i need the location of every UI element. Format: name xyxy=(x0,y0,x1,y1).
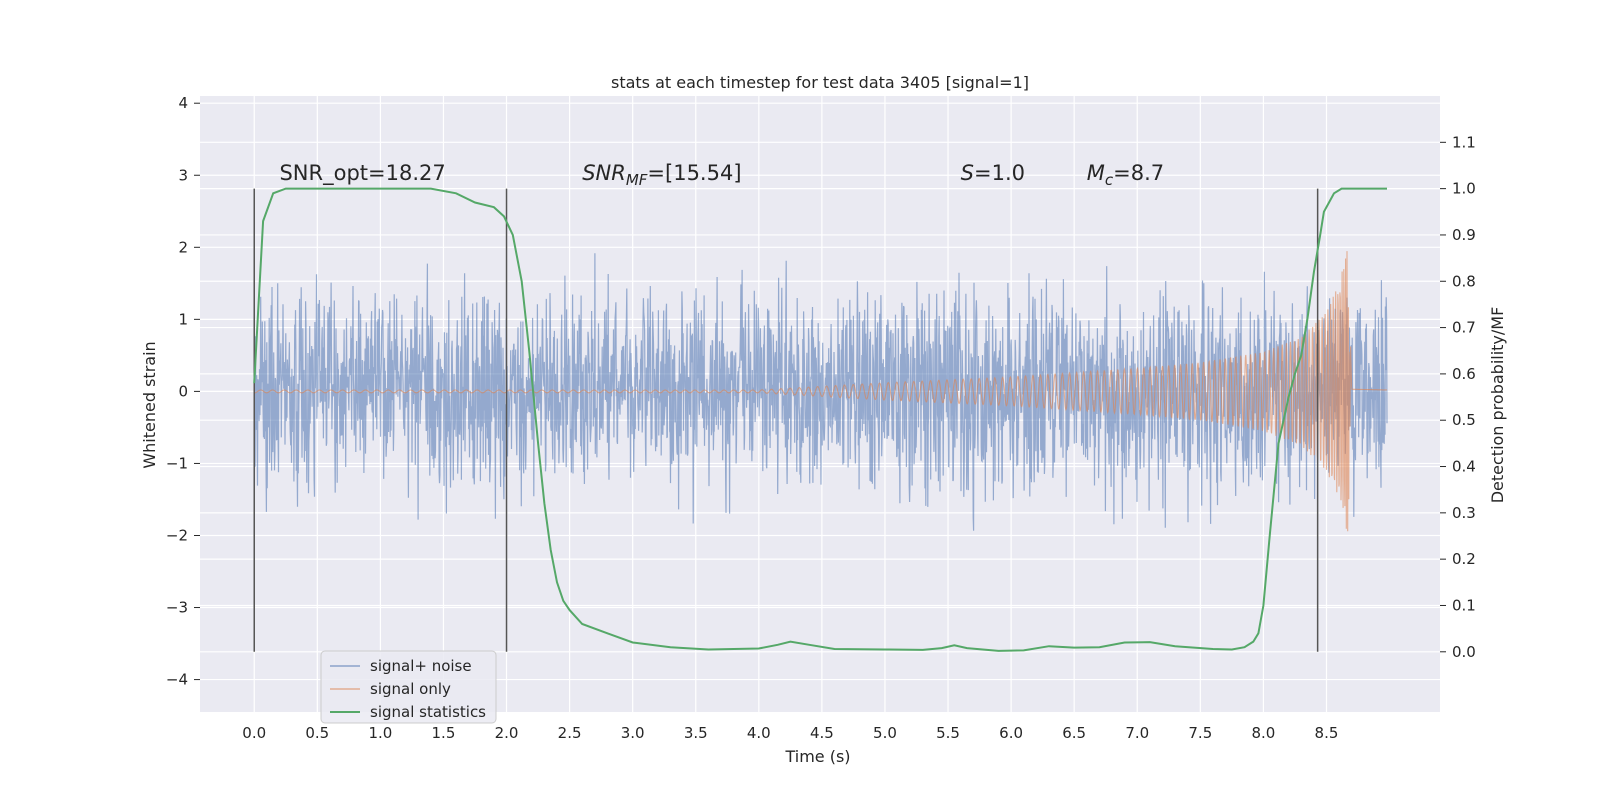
y-tick-label: −1 xyxy=(166,454,188,472)
y2-tick-label: 0.1 xyxy=(1452,596,1476,614)
series-signal-statistics-line xyxy=(253,187,1387,652)
y-tick-label: −4 xyxy=(166,671,188,689)
y2-tick-label: 0.7 xyxy=(1452,319,1476,337)
x-tick-label: 0.0 xyxy=(242,724,266,742)
x-tick-label: 4.5 xyxy=(810,724,834,742)
y-tick-label: −3 xyxy=(166,599,188,617)
x-tick-label: 5.0 xyxy=(873,724,897,742)
x-tick-label: 7.0 xyxy=(1125,724,1149,742)
y2-tick-label: 0.3 xyxy=(1452,504,1476,522)
legend-entry: signal only xyxy=(370,680,451,698)
x-tick-label: 1.5 xyxy=(432,724,456,742)
x-tick-label: 4.0 xyxy=(747,724,771,742)
chart-title: stats at each timestep for test data 340… xyxy=(611,73,1029,92)
y-axis-label: Whitened strain xyxy=(140,341,159,468)
x-tick-label: 6.5 xyxy=(1062,724,1086,742)
x-tick-label: 2.5 xyxy=(558,724,582,742)
y2-axis-label: Detection probability/MF xyxy=(1488,307,1507,504)
legend: signal+ noise signal only signal statistic… xyxy=(320,650,497,724)
series-signal-noise-line xyxy=(253,253,1388,531)
y2-tick-label: 0.0 xyxy=(1452,643,1476,661)
x-axis-label: Time (s) xyxy=(784,747,850,766)
y2-tick-label: 0.9 xyxy=(1452,226,1476,244)
y-tick-label: 1 xyxy=(178,310,188,328)
y-tick-label: −2 xyxy=(166,526,188,544)
annotation: S=1.0 xyxy=(961,161,1025,185)
y2-tick-label: 1.1 xyxy=(1452,133,1476,151)
annotation: SNRMF=[15.54] xyxy=(582,161,741,189)
x-tick-label: 8.0 xyxy=(1251,724,1275,742)
plot-area xyxy=(253,187,1388,652)
y2-tick-label: 0.6 xyxy=(1452,365,1476,383)
annotation: Mc=8.7 xyxy=(1087,161,1164,189)
x-tick-label: 6.0 xyxy=(999,724,1023,742)
y2-tick-label: 1.0 xyxy=(1452,180,1476,198)
axes: 0.0 0.5 1.0 1.5 2.0 2.5 3.0 3.5 4.0 4.5 5.0 5.5 6.0 6… xyxy=(166,94,1476,742)
y2-tick-label: 0.5 xyxy=(1452,411,1476,429)
legend-box xyxy=(320,650,497,724)
annotations: SNR_opt=18.27 SNRMF=[15.54] S=1.0 Mc=8.7 xyxy=(279,161,1164,189)
x-tick-label: 1.0 xyxy=(368,724,392,742)
y-tick-label: 0 xyxy=(178,382,188,400)
series-signal-only-line xyxy=(254,251,1388,532)
y-tick-label: 4 xyxy=(178,94,188,112)
x-tick-label: 0.5 xyxy=(305,724,329,742)
legend-entry: signal statistics xyxy=(370,703,486,721)
x-tick-label: 3.5 xyxy=(684,724,708,742)
y-tick-label: 2 xyxy=(178,238,188,256)
x-tick-label: 2.0 xyxy=(495,724,519,742)
y2-tick-label: 0.4 xyxy=(1452,458,1476,476)
x-tick-label: 3.0 xyxy=(621,724,645,742)
y-tick-label: 3 xyxy=(178,166,188,184)
annotation: SNR_opt=18.27 xyxy=(279,161,445,186)
legend-entry: signal+ noise xyxy=(370,657,472,675)
y2-tick-label: 0.2 xyxy=(1452,550,1476,568)
x-tick-label: 8.5 xyxy=(1315,724,1339,742)
x-tick-label: 5.5 xyxy=(936,724,960,742)
y2-tick-label: 0.8 xyxy=(1452,272,1476,290)
x-tick-label: 7.5 xyxy=(1188,724,1212,742)
